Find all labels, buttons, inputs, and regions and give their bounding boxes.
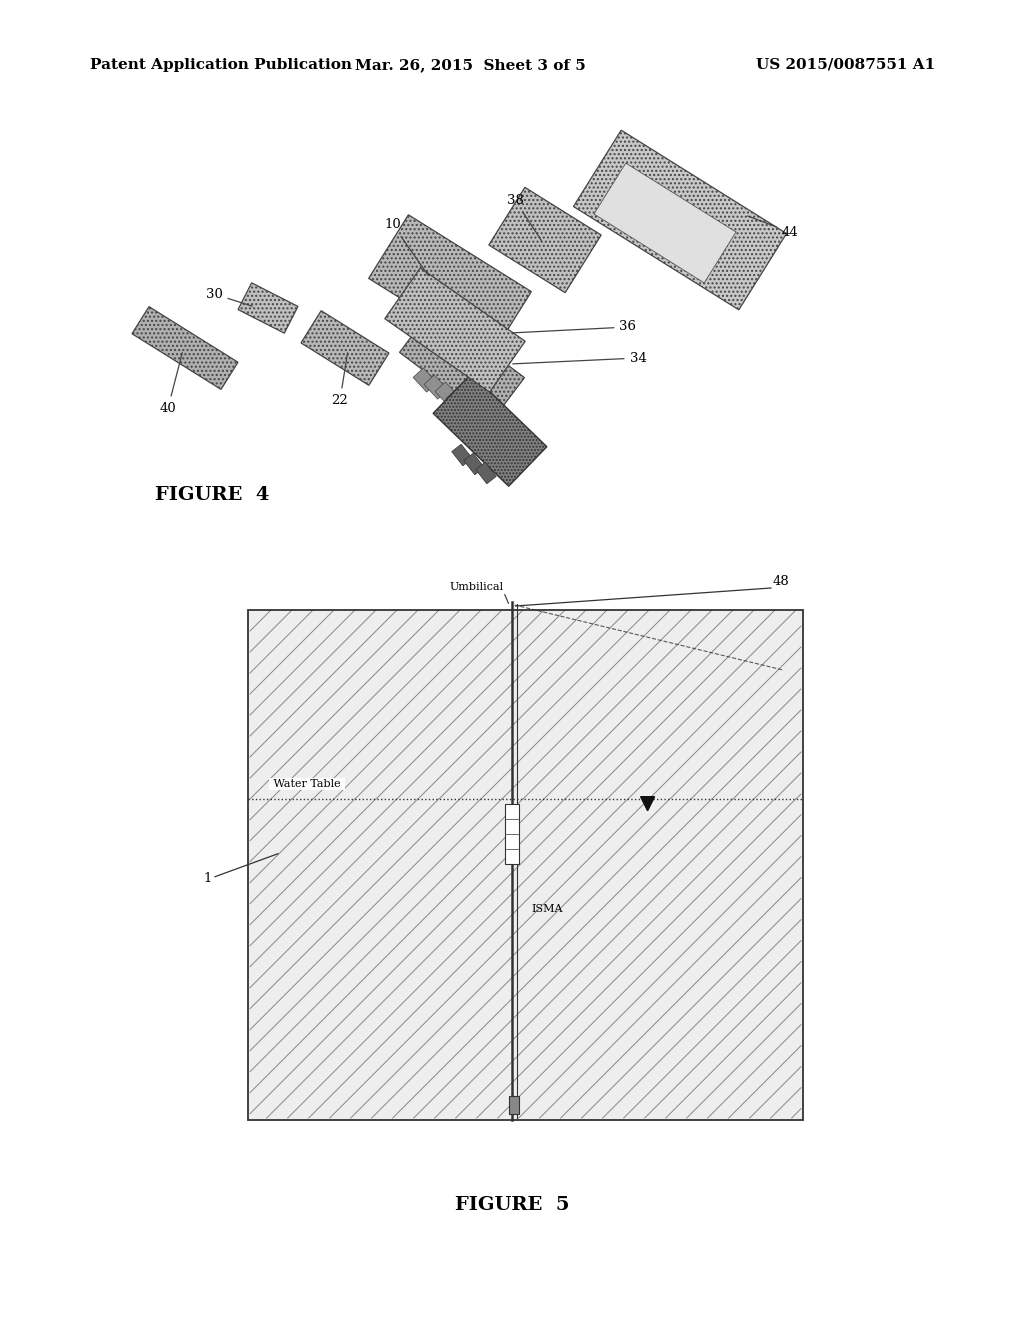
Text: 48: 48 xyxy=(773,576,790,587)
Polygon shape xyxy=(385,268,525,392)
Polygon shape xyxy=(464,453,484,475)
Text: FIGURE  4: FIGURE 4 xyxy=(155,486,269,504)
Text: 38: 38 xyxy=(507,194,542,240)
Text: ISMA: ISMA xyxy=(531,904,563,913)
Polygon shape xyxy=(369,215,531,355)
Text: Mar. 26, 2015  Sheet 3 of 5: Mar. 26, 2015 Sheet 3 of 5 xyxy=(354,58,586,73)
Polygon shape xyxy=(301,310,389,385)
Text: 34: 34 xyxy=(513,351,646,364)
Polygon shape xyxy=(132,306,238,389)
Text: Water Table: Water Table xyxy=(270,779,344,789)
Text: US 2015/0087551 A1: US 2015/0087551 A1 xyxy=(756,58,935,73)
Polygon shape xyxy=(452,445,472,466)
Bar xyxy=(248,610,803,1119)
Polygon shape xyxy=(424,375,447,399)
Bar xyxy=(505,804,518,863)
Text: Patent Application Publication: Patent Application Publication xyxy=(90,58,352,73)
Text: 30: 30 xyxy=(206,288,252,306)
Polygon shape xyxy=(476,462,497,484)
Text: 10: 10 xyxy=(385,219,428,276)
Text: 1: 1 xyxy=(204,873,212,886)
Polygon shape xyxy=(509,1096,518,1114)
Polygon shape xyxy=(446,389,470,413)
Bar xyxy=(248,610,803,1119)
Polygon shape xyxy=(238,282,298,333)
Polygon shape xyxy=(435,381,459,407)
Polygon shape xyxy=(594,164,736,282)
Polygon shape xyxy=(488,187,601,293)
Text: Umbilical: Umbilical xyxy=(450,582,504,591)
Text: 22: 22 xyxy=(332,352,348,407)
Polygon shape xyxy=(433,374,547,486)
Text: 40: 40 xyxy=(160,352,182,414)
Text: 36: 36 xyxy=(513,321,637,334)
Polygon shape xyxy=(573,131,786,310)
Polygon shape xyxy=(413,368,437,392)
Polygon shape xyxy=(399,309,524,421)
Text: FIGURE  5: FIGURE 5 xyxy=(455,1196,569,1214)
Polygon shape xyxy=(641,797,654,810)
Text: 44: 44 xyxy=(748,216,799,239)
